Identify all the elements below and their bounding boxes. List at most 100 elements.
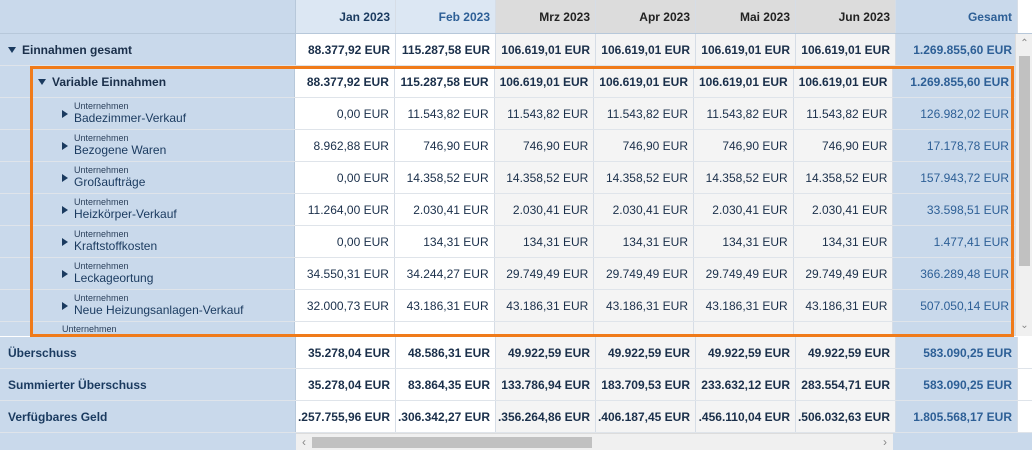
value-cell: 106.619,01 EUR: [494, 66, 595, 97]
scroll-right-icon[interactable]: ›: [883, 435, 887, 449]
header-month[interactable]: Jan 2023: [296, 0, 396, 33]
sub-row: Unternehmen Heizkörper-Verkauf 11.264,00 …: [0, 194, 1015, 226]
value-cell: 14.358,52 EUR: [793, 162, 894, 193]
sub-row-label[interactable]: Unternehmen Bezogene Waren: [0, 130, 296, 161]
header-month[interactable]: Apr 2023: [596, 0, 696, 33]
total-cell: 33.598,51 EUR: [893, 194, 1015, 225]
value-cell: 49.922,59 EUR: [596, 337, 696, 368]
expand-icon[interactable]: [62, 109, 68, 118]
value-cell: [793, 322, 894, 336]
expand-icon[interactable]: [62, 269, 68, 278]
sub-row-label[interactable]: Unternehmen Kraftstoffkosten: [0, 226, 296, 257]
income-total-row: Einnahmen gesamt 88.377,92 EUR 115.287,5…: [0, 34, 1032, 66]
value-cell: 233.632,12 EUR: [696, 369, 796, 400]
total-cell: 1.805.568,17 EUR: [896, 401, 1018, 432]
header-month[interactable]: Mrz 2023: [496, 0, 596, 33]
total-cell: 126.982,02 EUR: [893, 98, 1015, 129]
row-label: Einnahmen gesamt: [22, 42, 133, 57]
sub-row-label[interactable]: Unternehmen: [0, 322, 296, 336]
row-label: Neue Heizungsanlagen-Verkauf: [74, 302, 244, 317]
row-label: Bezogene Waren: [74, 142, 167, 157]
row-label: Kraftstoffkosten: [74, 238, 158, 253]
value-cell: 106.619,01 EUR: [796, 34, 896, 65]
value-cell: 283.554,71 EUR: [796, 369, 896, 400]
value-cell: 11.543,82 EUR: [793, 98, 894, 129]
value-cell: 43.186,31 EUR: [394, 290, 495, 321]
sub-row-label[interactable]: Unternehmen Leckageortung: [0, 258, 296, 289]
value-cell: 2.030,41 EUR: [793, 194, 894, 225]
value-cell: 29.749,49 EUR: [793, 258, 894, 289]
collapse-icon[interactable]: [8, 46, 16, 53]
horizontal-scroll-thumb[interactable]: [312, 437, 592, 448]
category-label: Unternehmen: [74, 101, 129, 112]
value-cell: 34.550,31 EUR: [295, 258, 395, 289]
variable-income-label[interactable]: Variable Einnahmen: [0, 66, 296, 97]
scroll-up-icon[interactable]: ⌃: [1020, 38, 1029, 49]
expand-icon[interactable]: [62, 173, 68, 182]
scroll-down-icon[interactable]: ⌄: [1020, 320, 1029, 331]
value-cell: 11.543,82 EUR: [494, 98, 595, 129]
scroll-area[interactable]: Variable Einnahmen 88.377,92 EUR 115.287…: [0, 66, 1015, 336]
value-cell: .306.342,27 EUR: [396, 401, 496, 432]
value-cell: 106.619,01 EUR: [596, 34, 696, 65]
scrollbar-spacer: [0, 433, 296, 450]
sub-row-label[interactable]: Unternehmen Neue Heizungsanlagen-Verkauf: [0, 290, 296, 321]
vertical-scrollbar[interactable]: ⌃ ⌄: [1015, 34, 1032, 336]
category-label: Unternehmen: [74, 261, 129, 272]
horizontal-scrollbar[interactable]: ‹ ›: [296, 433, 893, 450]
value-cell: 0,00 EUR: [295, 98, 395, 129]
row-label: Summierter Überschuss: [0, 369, 296, 400]
total-cell: 157.943,72 EUR: [893, 162, 1015, 193]
value-cell: 106.619,01 EUR: [496, 34, 596, 65]
vertical-scroll-thumb[interactable]: [1019, 56, 1030, 266]
sub-row-label[interactable]: Unternehmen Großaufträge: [0, 162, 296, 193]
value-cell: 83.864,35 EUR: [396, 369, 496, 400]
value-cell: 746,90 EUR: [694, 130, 794, 161]
value-cell: 746,90 EUR: [494, 130, 595, 161]
value-cell: 746,90 EUR: [594, 130, 694, 161]
category-label: Unternehmen: [74, 197, 129, 208]
total-cell: 583.090,25 EUR: [896, 369, 1018, 400]
scroll-left-icon[interactable]: ‹: [302, 435, 306, 449]
value-cell: 43.186,31 EUR: [494, 290, 595, 321]
value-cell: .356.264,86 EUR: [496, 401, 596, 432]
expand-icon[interactable]: [62, 237, 68, 246]
expand-icon[interactable]: [62, 141, 68, 150]
collapse-icon[interactable]: [38, 78, 46, 85]
variable-income-row: Variable Einnahmen 88.377,92 EUR 115.287…: [0, 66, 1015, 98]
value-cell: 2.030,41 EUR: [494, 194, 595, 225]
expand-icon[interactable]: [62, 301, 68, 310]
value-cell: 11.543,82 EUR: [694, 98, 794, 129]
value-cell: 115.287,58 EUR: [394, 66, 495, 97]
row-label: Heizkörper-Verkauf: [74, 206, 177, 221]
value-cell: 0,00 EUR: [295, 162, 395, 193]
value-cell: 43.186,31 EUR: [594, 290, 694, 321]
scrollbar-spacer: [893, 433, 1032, 450]
value-cell: 35.278,04 EUR: [296, 337, 396, 368]
value-cell: [494, 322, 595, 336]
summary-row: Summierter Überschuss 35.278,04 EUR 83.8…: [0, 369, 1032, 401]
value-cell: .257.755,96 EUR: [296, 401, 396, 432]
row-label: Badezimmer-Verkauf: [74, 110, 187, 125]
value-cell: 2.030,41 EUR: [394, 194, 495, 225]
expand-icon[interactable]: [62, 205, 68, 214]
header-month[interactable]: Mai 2023: [696, 0, 796, 33]
value-cell: 134,31 EUR: [694, 226, 794, 257]
value-cell: 48.586,31 EUR: [396, 337, 496, 368]
value-cell: [594, 322, 694, 336]
value-cell: 43.186,31 EUR: [694, 290, 794, 321]
total-cell: 1.269.855,60 EUR: [896, 34, 1018, 65]
header-corner: [0, 0, 296, 33]
value-cell: 32.000,73 EUR: [295, 290, 395, 321]
income-total-label[interactable]: Einnahmen gesamt: [0, 34, 296, 65]
sub-row-label[interactable]: Unternehmen Badezimmer-Verkauf: [0, 98, 296, 129]
header-month[interactable]: Feb 2023: [396, 0, 496, 33]
value-cell: 29.749,49 EUR: [594, 258, 694, 289]
value-cell: [394, 322, 495, 336]
value-cell: 106.619,01 EUR: [594, 66, 694, 97]
value-cell: 2.030,41 EUR: [694, 194, 794, 225]
header-month[interactable]: Jun 2023: [796, 0, 896, 33]
sub-row-label[interactable]: Unternehmen Heizkörper-Verkauf: [0, 194, 296, 225]
value-cell: 49.922,59 EUR: [496, 337, 596, 368]
category-label: Unternehmen: [62, 324, 117, 334]
